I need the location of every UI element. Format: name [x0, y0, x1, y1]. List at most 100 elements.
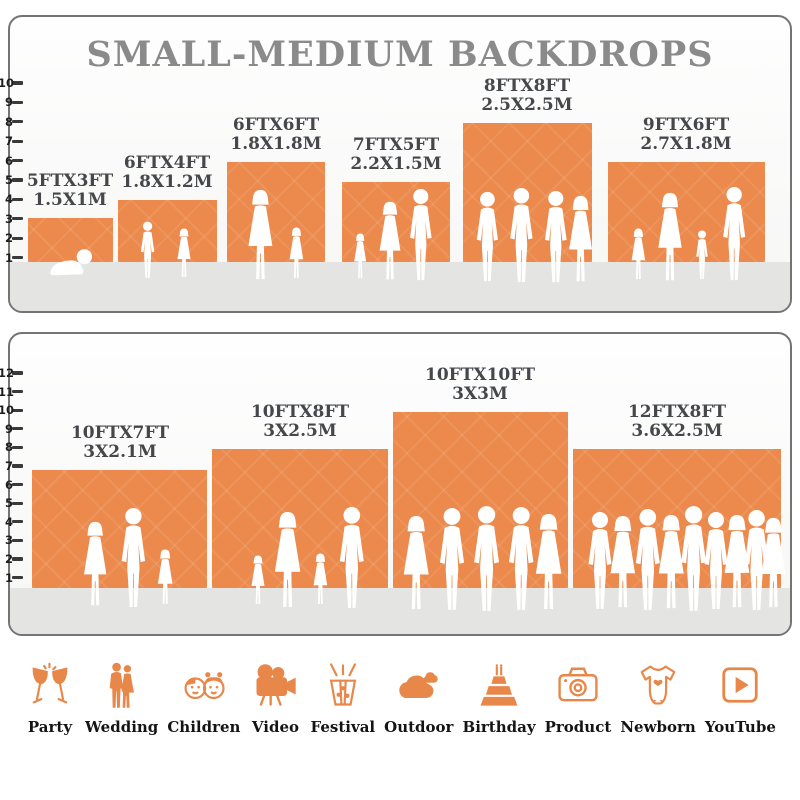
person-silhouette-girl	[248, 555, 268, 605]
ruler-number: 6	[4, 153, 13, 168]
studio-floor	[10, 262, 790, 311]
ruler-number: 5	[4, 496, 13, 511]
person-silhouette-man	[431, 507, 473, 612]
category-party: Party	[24, 659, 76, 736]
ruler-number: 4	[4, 192, 13, 207]
category-youtube: YouTube	[705, 659, 776, 736]
ruler-number: 2	[4, 552, 13, 566]
ruler-tick	[12, 197, 23, 202]
ruler-number: 10	[0, 76, 15, 90]
category-label: Party	[27, 718, 73, 736]
page-title: SMALL-MEDIUM BACKDROPS	[86, 34, 714, 75]
category-label: Birthday	[462, 718, 536, 736]
person-silhouette-woman	[374, 201, 406, 281]
backdrop-5ftx3ft	[28, 218, 113, 262]
person-silhouette-woman	[563, 195, 598, 283]
person-silhouette-girl	[351, 233, 369, 279]
ruler-number: 8	[4, 440, 13, 455]
backdrop-6ftx4ft	[118, 200, 217, 262]
newborn-icon	[632, 659, 684, 711]
ruler-number: 8	[4, 114, 13, 129]
ruler-number: 1	[4, 250, 13, 265]
backdrop-6ftx6ft	[227, 162, 325, 262]
video-icon	[249, 659, 301, 711]
size-feet: 9FTX6FT	[642, 115, 730, 135]
category-label: YouTube	[704, 718, 776, 736]
size-feet: 10FTX10FT	[425, 365, 535, 385]
ruler-tick	[12, 482, 23, 487]
size-feet: 8FTX8FT	[483, 76, 571, 96]
person-silhouette-boy	[692, 230, 712, 280]
ruler-number: 3	[4, 211, 13, 226]
ruler-tick	[12, 538, 23, 543]
size-feet: 6FTX6FT	[232, 115, 320, 135]
ruler-tick	[12, 464, 23, 468]
backdrop-size-label: 10FTX8FT 3X2.5M	[251, 403, 349, 441]
backdrop-size-label: 7FTX5FT 2.2X1.5M	[350, 136, 441, 174]
size-meters: 1.8X1.8M	[230, 134, 322, 154]
studio-floor	[10, 588, 790, 634]
person-silhouette-man	[696, 511, 736, 611]
person-silhouette-woman	[652, 192, 688, 282]
person-silhouette-man	[715, 186, 753, 282]
person-silhouette-man	[331, 506, 373, 610]
size-meters: 1.8X1.2M	[121, 172, 213, 192]
ruler-tick	[12, 520, 23, 524]
person-silhouette-man	[537, 190, 575, 284]
ruler-number: 2	[4, 231, 13, 246]
category-label: Outdoor	[384, 718, 454, 736]
category-video: Video	[249, 659, 301, 736]
size-meters: 3X2.5M	[263, 421, 337, 441]
children-icon	[178, 659, 230, 711]
ruler-tick	[12, 100, 23, 105]
ruler-tick	[12, 236, 23, 240]
person-silhouette-girl	[174, 228, 194, 278]
ruler-tick	[12, 371, 23, 375]
ruler-number: 7	[4, 459, 13, 473]
product-icon	[552, 659, 604, 711]
ruler-tick	[12, 501, 23, 505]
ruler-number: 1	[4, 570, 13, 585]
category-wedding: Wedding	[85, 659, 158, 736]
ruler-tick	[12, 389, 23, 394]
category-label: Wedding	[85, 718, 159, 736]
backdrop-size-label: 10FTX7FT 3X2.1M	[71, 424, 169, 462]
person-silhouette-woman	[652, 514, 690, 610]
size-feet: 6FTX4FT	[123, 153, 211, 173]
person-silhouette-girl	[286, 227, 307, 279]
backdrop-10ftx7ft	[32, 470, 207, 588]
baby-silhouette	[43, 247, 97, 277]
person-silhouette-woman	[397, 515, 435, 611]
person-silhouette-woman	[529, 513, 568, 611]
ruler-number: 5	[4, 173, 13, 187]
ruler-number: 7	[4, 134, 13, 149]
ruler-tick	[12, 217, 23, 221]
category-label: Video	[251, 718, 300, 736]
category-label: Product	[544, 718, 612, 736]
ruler-number: 6	[4, 477, 13, 492]
person-silhouette-man	[736, 509, 777, 612]
ruler-tick	[12, 408, 23, 412]
person-silhouette-man	[402, 188, 440, 282]
category-label: Festival	[310, 718, 376, 736]
ruler-tick	[12, 255, 23, 260]
ruler-number: 4	[4, 514, 13, 529]
size-meters: 3X3M	[452, 384, 508, 404]
backdrop-size-label: 9FTX6FT 2.7X1.8M	[640, 116, 731, 154]
ruler-number: 12	[0, 366, 15, 380]
size-feet: 10FTX8FT	[250, 402, 350, 422]
ruler-number: 11	[0, 384, 15, 399]
person-silhouette-man	[500, 506, 542, 612]
category-birthday: Birthday	[463, 659, 536, 736]
ruler-tick	[12, 139, 23, 143]
person-silhouette-man	[469, 191, 506, 283]
size-feet: 12FTX8FT	[627, 402, 727, 422]
ruler-tick	[12, 120, 23, 124]
person-silhouette-woman	[755, 517, 790, 609]
ruler-tick	[12, 178, 23, 182]
category-children: Children	[167, 659, 240, 736]
backdrop-size-label: 6FTX6FT 1.8X1.8M	[230, 116, 321, 154]
outdoor-icon	[393, 659, 445, 711]
size-meters: 2.7X1.8M	[640, 134, 732, 154]
